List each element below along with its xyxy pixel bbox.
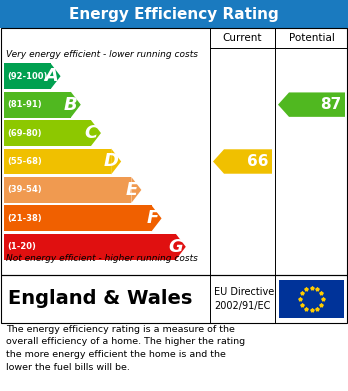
- Text: (1-20): (1-20): [7, 242, 36, 251]
- Text: (69-80): (69-80): [7, 129, 41, 138]
- Bar: [4, 177, 131, 203]
- Polygon shape: [152, 205, 161, 231]
- Text: Energy Efficiency Rating: Energy Efficiency Rating: [69, 7, 279, 22]
- Text: (92-100): (92-100): [7, 72, 47, 81]
- Polygon shape: [278, 92, 345, 117]
- Text: England & Wales: England & Wales: [8, 289, 192, 308]
- Text: Potential: Potential: [288, 33, 334, 43]
- Text: A: A: [44, 67, 57, 85]
- Bar: [1, 275, 347, 323]
- Text: D: D: [103, 152, 118, 170]
- Bar: [0, 0, 348, 28]
- Text: B: B: [64, 96, 78, 114]
- Text: (81-91): (81-91): [7, 100, 42, 109]
- Bar: [4, 120, 91, 146]
- Bar: [4, 63, 50, 89]
- Bar: [4, 205, 152, 231]
- Text: Not energy efficient - higher running costs: Not energy efficient - higher running co…: [6, 254, 198, 263]
- Bar: [4, 234, 176, 260]
- Polygon shape: [71, 91, 81, 118]
- Bar: [1, 28, 347, 275]
- Bar: [210, 28, 275, 48]
- Bar: [4, 149, 111, 174]
- Bar: [279, 280, 344, 318]
- Polygon shape: [131, 177, 141, 203]
- Text: E: E: [126, 181, 139, 199]
- Text: G: G: [168, 238, 183, 256]
- Text: (21-38): (21-38): [7, 214, 42, 223]
- Text: The energy efficiency rating is a measure of the
overall efficiency of a home. T: The energy efficiency rating is a measur…: [6, 325, 245, 371]
- Bar: [4, 91, 71, 118]
- Text: (39-54): (39-54): [7, 185, 42, 194]
- Bar: [275, 28, 348, 48]
- Text: F: F: [146, 209, 159, 227]
- Polygon shape: [213, 149, 272, 174]
- Text: 66: 66: [246, 154, 268, 169]
- Text: Current: Current: [223, 33, 262, 43]
- Polygon shape: [111, 149, 121, 174]
- Polygon shape: [91, 120, 101, 146]
- Text: EU Directive
2002/91/EC: EU Directive 2002/91/EC: [214, 287, 274, 310]
- Text: C: C: [85, 124, 98, 142]
- Polygon shape: [176, 234, 186, 260]
- Polygon shape: [50, 63, 61, 89]
- Text: Very energy efficient - lower running costs: Very energy efficient - lower running co…: [6, 50, 198, 59]
- Text: 87: 87: [320, 97, 341, 112]
- Text: (55-68): (55-68): [7, 157, 42, 166]
